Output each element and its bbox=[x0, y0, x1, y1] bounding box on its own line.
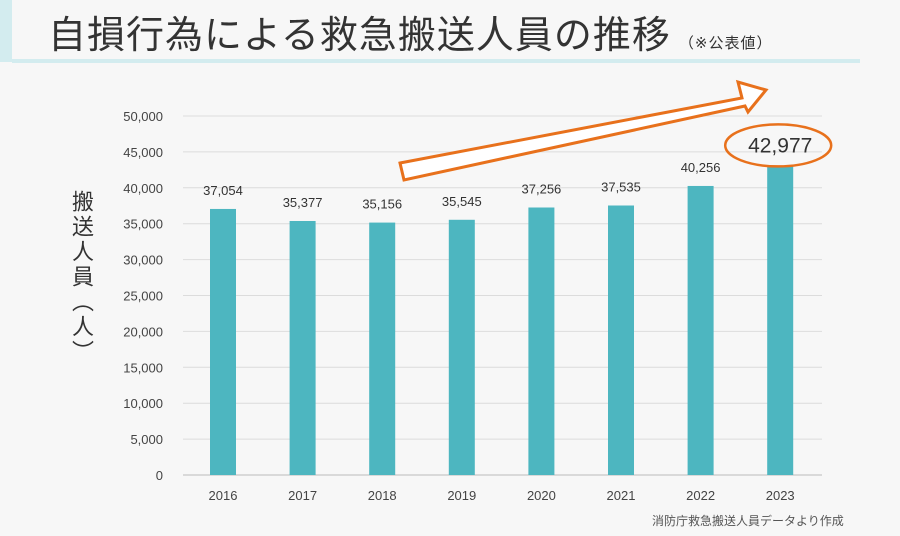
x-tick-label: 2022 bbox=[686, 488, 715, 503]
bar-2017 bbox=[289, 220, 316, 475]
y-tick-label: 30,000 bbox=[123, 253, 163, 268]
data-label: 42,977 bbox=[748, 134, 812, 157]
highlight-ellipse bbox=[723, 123, 833, 168]
trend-arrow bbox=[398, 79, 769, 182]
bar-2023 bbox=[767, 166, 794, 475]
y-tick-label: 15,000 bbox=[123, 360, 163, 375]
y-tick-label: 50,000 bbox=[123, 109, 163, 124]
data-label: 35,545 bbox=[442, 194, 482, 209]
x-tick-label: 2021 bbox=[607, 488, 636, 503]
x-tick-label: 2016 bbox=[209, 488, 238, 503]
title-text: 自損行為による救急搬送人員の推移 bbox=[48, 13, 671, 57]
y-tick-label: 20,000 bbox=[123, 324, 163, 339]
title-accent-band bbox=[0, 0, 12, 62]
x-tick-label: 2019 bbox=[447, 488, 476, 503]
source-note: 消防庁救急搬送人員データより作成 bbox=[652, 514, 844, 528]
y-tick-label: 35,000 bbox=[123, 217, 163, 232]
data-label: 40,256 bbox=[681, 160, 721, 175]
x-tick-label: 2018 bbox=[368, 488, 397, 503]
bar-2018 bbox=[369, 222, 396, 475]
title-underline bbox=[12, 59, 860, 63]
y-tick-label: 10,000 bbox=[123, 396, 163, 411]
y-tick-label: 45,000 bbox=[123, 145, 163, 160]
data-label: 37,054 bbox=[203, 183, 243, 198]
bar-2019 bbox=[448, 219, 475, 475]
y-axis-label: 搬送人員（人） bbox=[68, 190, 93, 365]
bar-2021 bbox=[608, 205, 634, 475]
data-label: 35,377 bbox=[283, 195, 323, 210]
y-tick-label: 25,000 bbox=[123, 289, 163, 304]
x-tick-label: 2017 bbox=[288, 488, 317, 503]
y-tick-label: 40,000 bbox=[123, 181, 163, 196]
data-label: 35,156 bbox=[362, 197, 402, 212]
page-title: 自損行為による救急搬送人員の推移 （※公表値） bbox=[48, 4, 772, 59]
bar-2016 bbox=[210, 208, 236, 476]
title-note: （※公表値） bbox=[678, 34, 773, 52]
x-tick-label: 2023 bbox=[766, 488, 795, 503]
y-tick-label: 5,000 bbox=[130, 432, 163, 447]
bar-2020 bbox=[528, 207, 555, 475]
x-tick-label: 2020 bbox=[527, 488, 556, 503]
data-label: 37,256 bbox=[522, 182, 562, 197]
y-tick-label: 0 bbox=[156, 468, 163, 483]
data-label: 37,535 bbox=[601, 179, 641, 194]
bar-2022 bbox=[687, 185, 714, 475]
